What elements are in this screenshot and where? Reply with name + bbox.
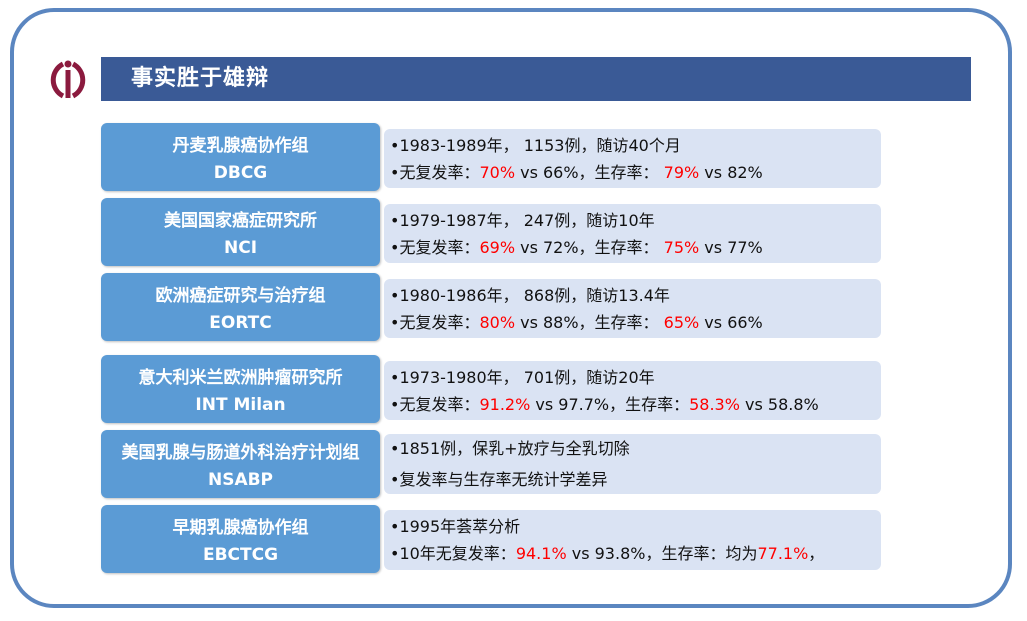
trial-info-line1: •1995年荟萃分析 bbox=[390, 517, 521, 536]
page-title: 事实胜于雄辩 bbox=[131, 66, 270, 91]
highlight-value: 58.3% bbox=[689, 395, 740, 414]
trial-info-line1: •1973-1980年， 701例，随访20年 bbox=[390, 368, 655, 387]
trial-info: •1973-1980年， 701例，随访20年 •无复发率：91.2% vs 9… bbox=[384, 361, 881, 420]
highlight-value: 75% bbox=[663, 238, 700, 257]
trial-name-en: NCI bbox=[223, 238, 258, 259]
highlight-value: 77.1% bbox=[757, 544, 809, 563]
highlight-value: 80% bbox=[479, 313, 516, 332]
trial-info: •1980-1986年， 868例，随访13.4年 •无复发率：80% vs 8… bbox=[384, 279, 881, 338]
trial-info-line2: •10年无复发率：94.1% vs 93.8%，生存率：均为77.1%， bbox=[390, 544, 825, 563]
trial-name-en: INT Milan bbox=[195, 395, 286, 416]
trial-label: 欧洲癌症研究与治疗组 EORTC bbox=[101, 273, 380, 341]
trial-label: 美国国家癌症研究所 NCI bbox=[101, 198, 380, 266]
trial-name-zh: 意大利米兰欧洲肿瘤研究所 bbox=[138, 367, 343, 388]
trial-row-int-milan: 意大利米兰欧洲肿瘤研究所 INT Milan •1973-1980年， 701例… bbox=[101, 355, 881, 423]
trial-name-zh: 早期乳腺癌协作组 bbox=[172, 517, 309, 538]
trial-row-nsabp: 美国乳腺与肠道外科治疗计划组 NSABP •1851例，保乳+放疗与全乳切除 •… bbox=[101, 430, 881, 498]
trial-info: •1979-1987年， 247例，随访10年 •无复发率：69% vs 72%… bbox=[384, 204, 881, 263]
trial-name-en: NSABP bbox=[207, 470, 274, 491]
trial-name-en: DBCG bbox=[213, 163, 268, 184]
highlight-value: 94.1% bbox=[515, 544, 567, 563]
highlight-value: 91.2% bbox=[479, 395, 531, 414]
trial-label: 早期乳腺癌协作组 EBCTCG bbox=[101, 505, 380, 573]
trial-name-zh: 美国国家癌症研究所 bbox=[164, 210, 317, 231]
trial-info-line2: •无复发率：69% vs 72%，生存率： 75% vs 77% bbox=[390, 238, 763, 257]
trial-info-line1: •1980-1986年， 868例，随访13.4年 bbox=[390, 286, 670, 305]
highlight-value: 70% bbox=[479, 163, 516, 182]
trial-name-en: EBCTCG bbox=[202, 545, 279, 566]
highlight-value: 69% bbox=[479, 238, 516, 257]
trial-name-zh: 丹麦乳腺癌协作组 bbox=[172, 135, 309, 156]
circle-i-logo-icon bbox=[44, 56, 92, 104]
trial-name-en: EORTC bbox=[209, 313, 272, 334]
trial-label: 丹麦乳腺癌协作组 DBCG bbox=[101, 123, 380, 191]
trial-row-dbcg: 丹麦乳腺癌协作组 DBCG •1983-1989年， 1153例，随访40个月 … bbox=[101, 123, 881, 191]
trial-info-line2: •无复发率：80% vs 88%，生存率： 65% vs 66% bbox=[390, 313, 763, 332]
trial-info: •1983-1989年， 1153例，随访40个月 •无复发率：70% vs 6… bbox=[384, 129, 881, 188]
trial-info-line2: •无复发率：70% vs 66%，生存率： 79% vs 82% bbox=[390, 163, 763, 182]
highlight-value: 79% bbox=[663, 163, 700, 182]
trial-info-line1: •1979-1987年， 247例，随访10年 bbox=[390, 211, 655, 230]
trial-info-line2: •无复发率：91.2% vs 97.7%，生存率：58.3% vs 58.8% bbox=[390, 395, 819, 414]
trial-row-nci: 美国国家癌症研究所 NCI •1979-1987年， 247例，随访10年 •无… bbox=[101, 198, 881, 266]
trial-label: 意大利米兰欧洲肿瘤研究所 INT Milan bbox=[101, 355, 380, 423]
trial-info: •1995年荟萃分析 •10年无复发率：94.1% vs 93.8%，生存率：均… bbox=[384, 510, 881, 570]
trial-info: •1851例，保乳+放疗与全乳切除 •复发率与生存率无统计学差异 bbox=[384, 434, 881, 494]
title-bar: 事实胜于雄辩 bbox=[101, 57, 971, 101]
trial-info-line1: •1851例，保乳+放疗与全乳切除 bbox=[390, 439, 630, 458]
highlight-value: 65% bbox=[663, 313, 700, 332]
trial-name-zh: 美国乳腺与肠道外科治疗计划组 bbox=[121, 442, 360, 463]
trial-info-line2: •复发率与生存率无统计学差异 bbox=[390, 470, 608, 489]
trial-row-eortc: 欧洲癌症研究与治疗组 EORTC •1980-1986年， 868例，随访13.… bbox=[101, 273, 881, 341]
trial-row-ebctcg: 早期乳腺癌协作组 EBCTCG •1995年荟萃分析 •10年无复发率：94.1… bbox=[101, 505, 881, 573]
trial-info-line1: •1983-1989年， 1153例，随访40个月 bbox=[390, 136, 681, 155]
trial-name-zh: 欧洲癌症研究与治疗组 bbox=[155, 285, 326, 306]
trial-label: 美国乳腺与肠道外科治疗计划组 NSABP bbox=[101, 430, 380, 498]
